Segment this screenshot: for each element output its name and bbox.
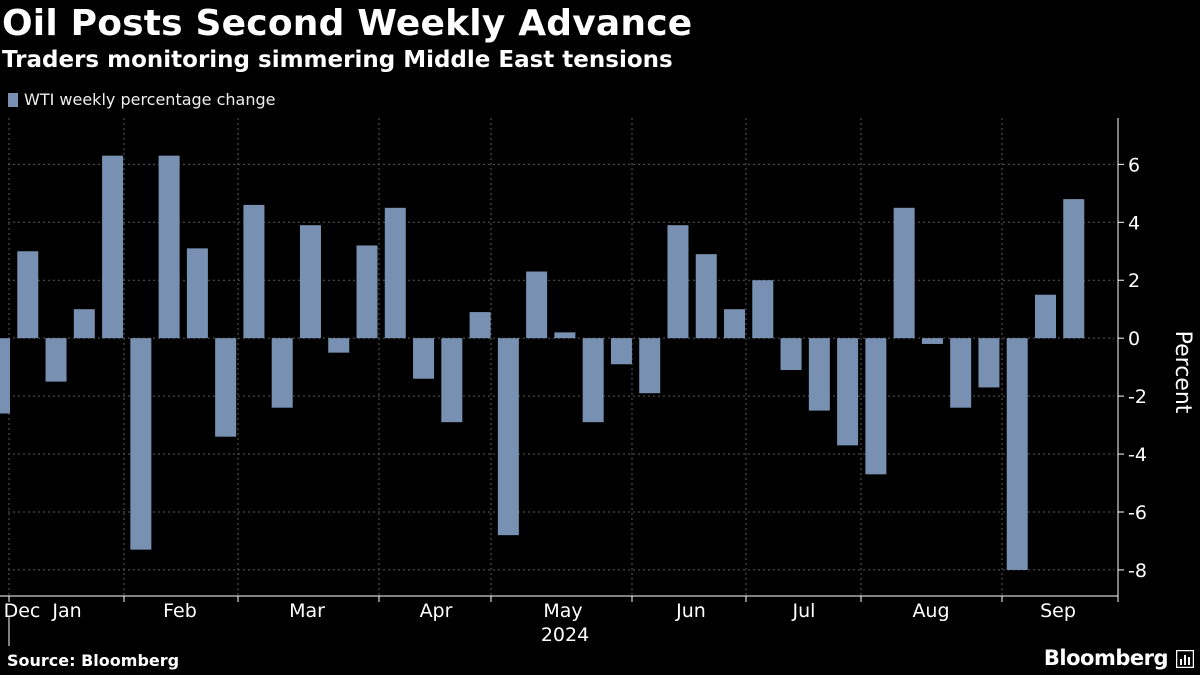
- bar: [865, 338, 887, 475]
- bar: [299, 225, 321, 339]
- bar: [469, 312, 491, 339]
- chart-title: Oil Posts Second Weekly Advance: [2, 3, 693, 44]
- legend: WTI weekly percentage change: [8, 90, 276, 109]
- bar: [1034, 294, 1056, 339]
- bar: [837, 338, 859, 446]
- bar: [243, 204, 265, 339]
- bar: [356, 245, 378, 339]
- bar: [413, 338, 435, 379]
- x-tick-label: Mar: [289, 600, 325, 622]
- bloomberg-logo: Bloomberg: [1043, 646, 1169, 670]
- bar: [554, 332, 576, 339]
- bar: [780, 338, 802, 371]
- chart-subtitle: Traders monitoring simmering Middle East…: [2, 47, 673, 73]
- y-tick-label: -8: [1128, 560, 1147, 582]
- x-tick-label: Dec: [4, 600, 41, 622]
- y-tick-label: -2: [1128, 386, 1147, 408]
- bar: [667, 225, 689, 339]
- x-axis-year-label: 2024: [541, 624, 589, 646]
- x-tick-label: Feb: [163, 600, 197, 622]
- bar: [695, 254, 717, 339]
- bar: [215, 338, 237, 437]
- bar: [130, 338, 152, 550]
- bar: [1063, 199, 1085, 339]
- bar: [186, 248, 208, 339]
- bar: [441, 338, 463, 423]
- bar: [17, 251, 39, 339]
- bloomberg-terminal-icon: [1176, 650, 1194, 668]
- bar: [158, 155, 180, 339]
- bar: [893, 207, 915, 339]
- y-tick-label: 6: [1128, 154, 1140, 176]
- y-tick-label: 2: [1128, 270, 1140, 292]
- bar: [45, 338, 67, 382]
- bar: [328, 338, 350, 353]
- bar: [610, 338, 632, 365]
- bar: [1006, 338, 1028, 570]
- bar: [950, 338, 972, 408]
- bar: [271, 338, 293, 408]
- legend-swatch: [8, 92, 18, 107]
- bar: [639, 338, 661, 394]
- bar: [526, 271, 548, 339]
- bar: [808, 338, 830, 411]
- x-tick-label: May: [543, 600, 582, 622]
- bar: [752, 280, 774, 339]
- x-tick-label: Sep: [1040, 600, 1076, 622]
- legend-label: WTI weekly percentage change: [24, 90, 276, 109]
- x-tick-label: Jun: [675, 600, 706, 622]
- bar: [921, 338, 943, 344]
- y-tick-label: -4: [1128, 444, 1147, 466]
- bar: [724, 309, 746, 339]
- x-tick-label: Aug: [912, 600, 949, 622]
- x-tick-label: Apr: [420, 600, 453, 622]
- bar: [0, 338, 10, 414]
- bar: [384, 207, 406, 339]
- bar: [978, 338, 1000, 388]
- bar: [102, 155, 124, 339]
- x-tick-label: Jan: [51, 600, 81, 622]
- source-note: Source: Bloomberg: [7, 651, 180, 670]
- y-tick-label: -6: [1128, 502, 1147, 524]
- bar: [497, 338, 519, 536]
- y-tick-label: 4: [1128, 212, 1140, 234]
- x-tick-label: Jul: [792, 600, 816, 622]
- bar: [73, 309, 95, 339]
- y-axis-label: Percent: [1170, 331, 1195, 414]
- y-tick-label: 0: [1128, 328, 1140, 350]
- bar: [582, 338, 604, 423]
